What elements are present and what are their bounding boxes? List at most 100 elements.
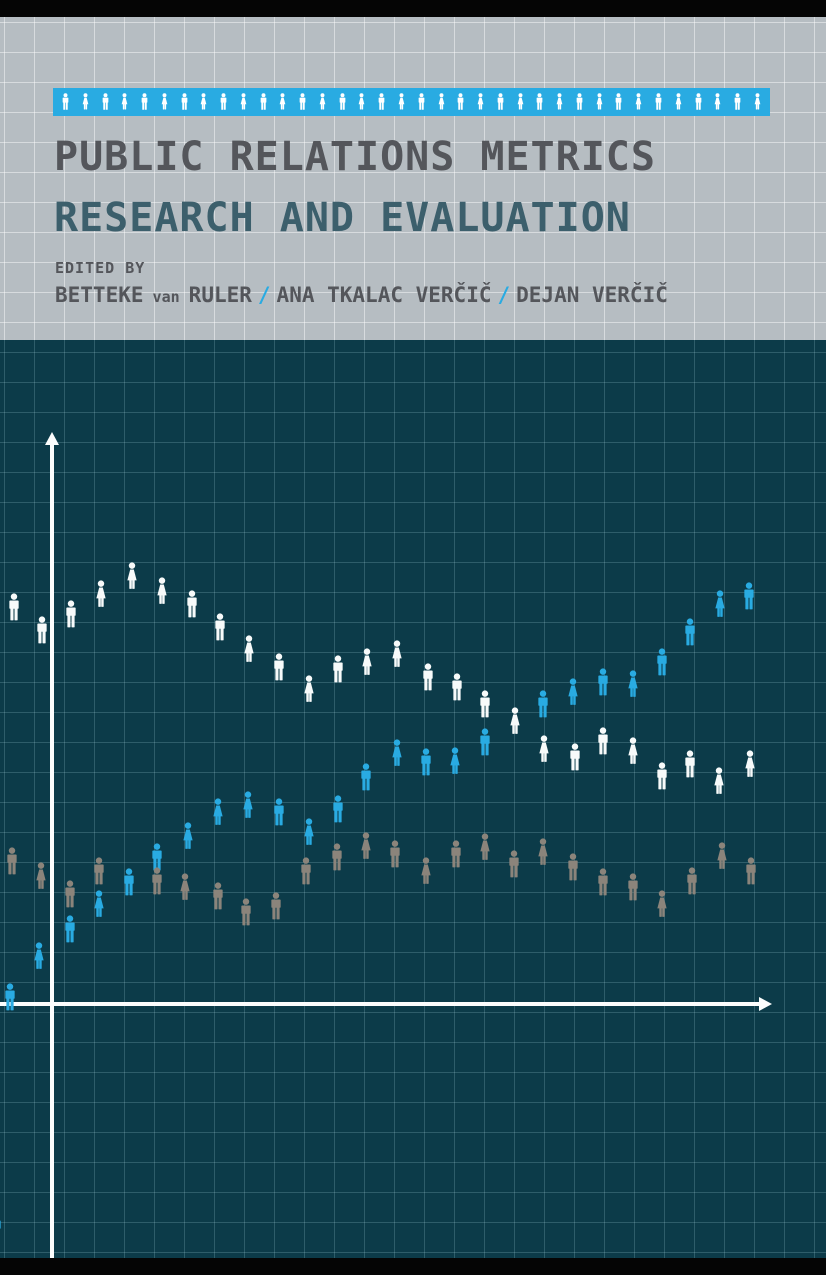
person-man-icon — [213, 881, 223, 909]
person-man-icon — [299, 92, 306, 110]
person-man-icon — [141, 92, 148, 110]
person-man-icon — [333, 794, 343, 822]
person-man-icon — [215, 612, 225, 640]
person-man-icon — [457, 92, 464, 110]
edited-by-label: EDITED BY — [55, 259, 146, 277]
person-man-icon — [421, 747, 431, 775]
person-woman-icon — [596, 92, 603, 109]
person-woman-icon — [754, 92, 761, 109]
person-woman-icon — [517, 92, 523, 109]
person-man-icon — [568, 852, 578, 880]
editor-name: DEJAN VERČIČ — [516, 283, 668, 307]
person-woman-icon — [94, 889, 104, 917]
bottom-black-strip — [0, 1258, 826, 1275]
person-man-icon — [497, 92, 504, 110]
person-woman-icon — [180, 872, 190, 900]
person-woman-icon — [304, 674, 314, 702]
editor-name: BETTEKE van RULER — [55, 283, 252, 307]
person-woman-icon — [398, 92, 405, 109]
person-woman-icon — [183, 821, 193, 849]
person-man-icon — [423, 662, 433, 690]
person-man-icon — [301, 856, 311, 884]
person-man-icon — [181, 92, 187, 110]
person-man-icon — [657, 761, 667, 789]
person-man-icon — [5, 982, 15, 1010]
person-man-icon — [538, 689, 548, 717]
person-woman-icon — [450, 746, 460, 774]
y-axis-arrow-icon — [45, 432, 59, 445]
person-man-icon — [102, 92, 108, 110]
person-woman-icon — [157, 576, 167, 604]
person-woman-icon — [96, 579, 106, 607]
person-woman-icon — [82, 92, 89, 109]
person-man-icon — [274, 797, 284, 825]
person-man-icon — [734, 92, 741, 110]
person-man-icon — [65, 914, 75, 942]
cover-header: PUBLIC RELATIONS METRICS RESEARCH AND EV… — [0, 17, 826, 340]
person-man-icon — [628, 872, 638, 900]
person-man-icon — [241, 897, 251, 925]
person-woman-icon — [361, 831, 371, 859]
person-man-icon — [260, 92, 267, 110]
person-woman-icon — [36, 861, 46, 889]
person-woman-icon — [213, 797, 223, 825]
person-man-icon — [66, 599, 76, 627]
person-woman-icon — [675, 92, 682, 109]
person-woman-icon — [657, 889, 667, 917]
person-woman-icon — [392, 738, 402, 766]
person-man-icon — [65, 879, 75, 907]
editor-separator: / — [497, 283, 511, 307]
pictograph-chart — [0, 340, 826, 1258]
person-woman-icon — [319, 92, 326, 109]
person-man-icon — [480, 727, 490, 755]
editors-line: BETTEKE van RULER / ANA TKALAC VERČIČ / DEJA… — [55, 283, 815, 307]
person-man-icon — [152, 866, 162, 894]
person-woman-icon — [538, 837, 548, 865]
person-man-icon — [746, 856, 756, 884]
person-woman-icon — [304, 817, 314, 845]
editor-name: ANA TKALAC VERČIČ — [276, 283, 492, 307]
person-woman-icon — [477, 92, 484, 109]
person-woman-icon — [243, 790, 253, 818]
person-man-icon — [695, 92, 701, 110]
person-man-icon — [685, 749, 695, 777]
person-man-icon — [339, 92, 346, 110]
person-woman-icon — [714, 766, 724, 794]
person-man-icon — [333, 654, 343, 682]
person-man-icon — [378, 92, 385, 110]
person-woman-icon — [161, 92, 168, 109]
person-man-icon — [332, 842, 342, 870]
person-man-icon — [0, 1212, 1, 1240]
person-man-icon — [124, 867, 134, 895]
person-woman-icon — [421, 856, 431, 884]
person-woman-icon — [480, 832, 490, 860]
person-man-icon — [274, 652, 284, 680]
person-man-icon — [451, 839, 461, 867]
book-subtitle: RESEARCH AND EVALUATION — [54, 195, 631, 241]
person-man-icon — [598, 667, 608, 695]
person-man-icon — [598, 867, 608, 895]
person-man-icon — [62, 92, 69, 110]
person-man-icon — [598, 726, 608, 754]
person-man-icon — [390, 839, 400, 867]
person-man-icon — [570, 742, 580, 770]
person-man-icon — [657, 647, 667, 675]
person-man-icon — [655, 92, 662, 110]
person-woman-icon — [628, 669, 638, 697]
person-woman-icon — [359, 92, 365, 109]
book-title: PUBLIC RELATIONS METRICS — [54, 134, 656, 180]
person-woman-icon — [34, 941, 44, 969]
person-woman-icon — [715, 589, 725, 617]
person-man-icon — [744, 581, 754, 609]
person-man-icon — [271, 891, 281, 919]
person-woman-icon — [539, 734, 549, 762]
person-man-icon — [685, 617, 695, 645]
person-man-icon — [361, 762, 371, 790]
person-man-icon — [616, 92, 622, 110]
people-banner — [53, 88, 770, 116]
person-woman-icon — [568, 677, 578, 705]
person-woman-icon — [438, 92, 444, 109]
top-black-strip — [0, 0, 826, 17]
person-man-icon — [452, 672, 462, 700]
